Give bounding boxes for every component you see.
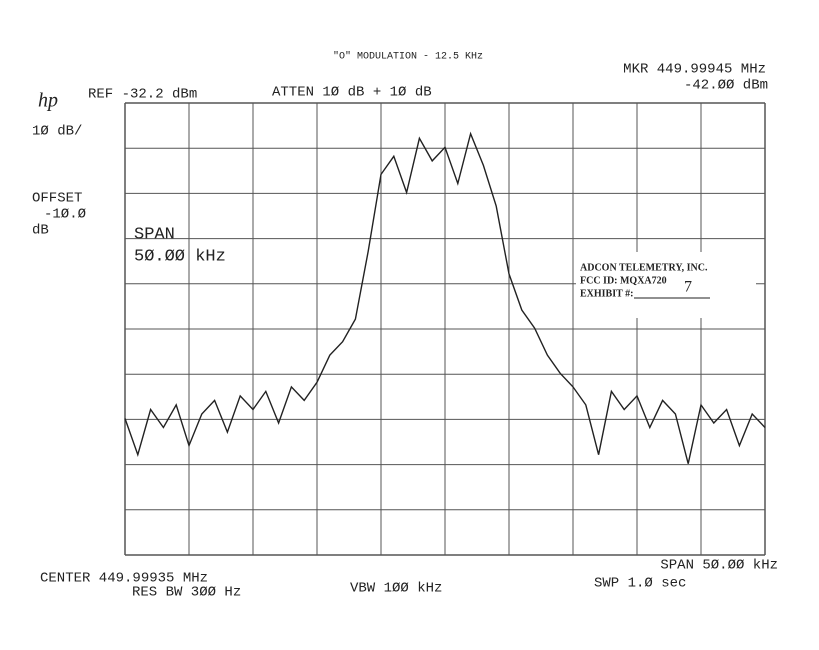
- stamp-exhibit: EXHIBIT #:: [580, 288, 633, 299]
- offset-value: -1Ø.Ø: [44, 207, 86, 223]
- scale-label: 1Ø dB/: [32, 124, 82, 140]
- vbw-label: VBW 1ØØ kHz: [350, 581, 442, 597]
- brand: hp: [38, 90, 58, 112]
- span-label: SPAN 5Ø.ØØ kHz: [660, 558, 778, 574]
- ref-label: REF -32.2 dBm: [88, 87, 197, 103]
- offset-unit: dB: [32, 223, 49, 239]
- offset-label: OFFSET: [32, 191, 82, 207]
- stamp-box: [576, 252, 756, 318]
- center-label: CENTER 449.99935 MHz: [40, 571, 208, 587]
- atten-label: ATTEN 1Ø dB + 1Ø dB: [272, 85, 432, 101]
- stamp-company: ADCON TELEMETRY, INC.: [580, 262, 708, 273]
- res-bw-label: RES BW 3ØØ Hz: [132, 585, 241, 601]
- trace: [124, 131, 766, 464]
- marker-level: -42.ØØ dBm: [684, 78, 768, 94]
- marker-freq: MKR 449.99945 MHz: [623, 62, 766, 78]
- chart-title: "O" MODULATION - 12.5 KHz: [333, 51, 483, 63]
- stamp-fcc: FCC ID: MQXA720: [580, 275, 667, 286]
- span-title: SPAN: [134, 225, 175, 244]
- stamp-exhibit-no: 7: [684, 279, 692, 296]
- span-value: 5Ø.ØØ kHz: [134, 247, 226, 266]
- sweep-label: SWP 1.Ø sec: [594, 576, 686, 592]
- plot-area: [124, 102, 766, 556]
